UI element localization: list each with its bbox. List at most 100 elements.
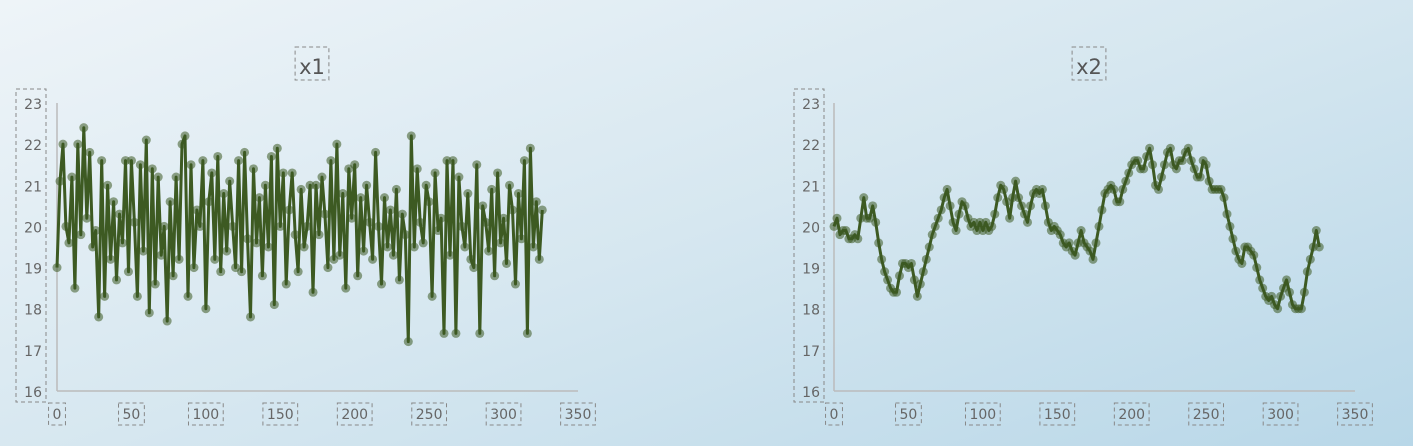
- data-point: [222, 246, 232, 256]
- data-point: [180, 131, 190, 141]
- x-tick-label: 200: [1118, 407, 1145, 423]
- x-tick-box: [895, 402, 922, 426]
- data-point: [308, 287, 318, 297]
- data-point: [260, 180, 270, 190]
- data-point: [481, 217, 491, 227]
- data-point: [906, 258, 916, 268]
- data-point: [100, 291, 110, 301]
- data-point: [115, 209, 125, 219]
- data-point: [1231, 246, 1241, 256]
- data-point: [1091, 238, 1101, 248]
- data-point: [1005, 213, 1015, 223]
- data-point: [859, 193, 869, 203]
- x-tick-label: 200: [341, 407, 368, 423]
- data-point: [424, 197, 434, 207]
- data-point: [883, 275, 893, 285]
- data-point: [103, 180, 113, 190]
- x-tick-box: [964, 402, 1001, 426]
- data-point: [210, 254, 220, 264]
- data-point: [421, 180, 431, 190]
- x-tick-label: 150: [1044, 407, 1071, 423]
- data-point: [1165, 143, 1175, 153]
- data-point: [225, 176, 235, 186]
- data-point: [1201, 160, 1211, 170]
- data-point: [457, 221, 467, 231]
- data-point: [505, 180, 515, 190]
- data-point: [948, 217, 958, 227]
- data-point: [496, 238, 506, 248]
- data-point: [228, 221, 238, 231]
- x-tick-label: 250: [416, 407, 443, 423]
- data-point: [469, 263, 479, 273]
- data-point: [829, 221, 839, 231]
- data-point: [400, 230, 410, 240]
- data-point: [1085, 246, 1095, 256]
- x-tick-label: 300: [490, 407, 517, 423]
- x-tick-label: 300: [1267, 407, 1294, 423]
- data-point: [112, 275, 122, 285]
- data-point: [460, 242, 470, 252]
- data-point: [430, 168, 440, 178]
- data-point: [936, 205, 946, 215]
- data-point: [499, 213, 509, 223]
- data-point: [490, 271, 500, 281]
- data-point: [1222, 209, 1232, 219]
- y-tick-label: 21: [24, 179, 42, 195]
- y-tick-label: 20: [802, 220, 820, 236]
- data-point: [76, 230, 86, 240]
- data-point: [88, 242, 98, 252]
- data-point: [930, 221, 940, 231]
- data-point: [186, 160, 196, 170]
- data-point: [409, 242, 419, 252]
- data-point: [537, 205, 547, 215]
- data-point: [61, 221, 71, 231]
- data-point: [275, 221, 285, 231]
- data-point: [52, 263, 62, 273]
- x-tick-box: [118, 402, 145, 426]
- data-point: [1076, 226, 1086, 236]
- data-point: [109, 197, 119, 207]
- x-tick-label: 0: [830, 407, 839, 423]
- data-point: [418, 238, 428, 248]
- y-tick-label: 17: [24, 344, 42, 360]
- data-point: [1037, 184, 1047, 194]
- data-point: [502, 258, 512, 268]
- data-point: [388, 250, 398, 260]
- data-point: [338, 189, 348, 199]
- data-point: [70, 283, 80, 293]
- y-tick-label: 17: [802, 344, 820, 360]
- data-point: [385, 205, 395, 215]
- x-tick-label: 100: [969, 407, 996, 423]
- data-point: [1118, 184, 1128, 194]
- data-point: [1276, 291, 1286, 301]
- x-tick-box: [48, 402, 66, 426]
- data-point: [362, 180, 372, 190]
- data-point: [1267, 291, 1277, 301]
- data-point: [1258, 283, 1268, 293]
- data-point: [234, 156, 244, 166]
- data-point: [519, 156, 529, 166]
- data-point: [999, 184, 1009, 194]
- data-point: [993, 193, 1003, 203]
- data-point: [412, 164, 422, 174]
- data-point: [451, 328, 461, 338]
- data-point: [94, 312, 104, 322]
- data-point: [320, 209, 330, 219]
- data-point: [445, 250, 455, 260]
- data-point: [138, 246, 148, 256]
- chart-title: x2: [1076, 55, 1102, 79]
- data-point: [1189, 164, 1199, 174]
- data-point: [278, 168, 288, 178]
- y-tick-label: 19: [802, 262, 820, 278]
- y-tick-label: 21: [802, 179, 820, 195]
- data-point: [516, 234, 526, 244]
- data-point: [341, 283, 351, 293]
- data-point: [394, 275, 404, 285]
- x-tick-label: 0: [53, 407, 62, 423]
- data-point: [1285, 287, 1295, 297]
- chart-title: x1: [299, 55, 325, 79]
- data-point: [1183, 143, 1193, 153]
- data-point: [912, 291, 922, 301]
- data-point: [284, 205, 294, 215]
